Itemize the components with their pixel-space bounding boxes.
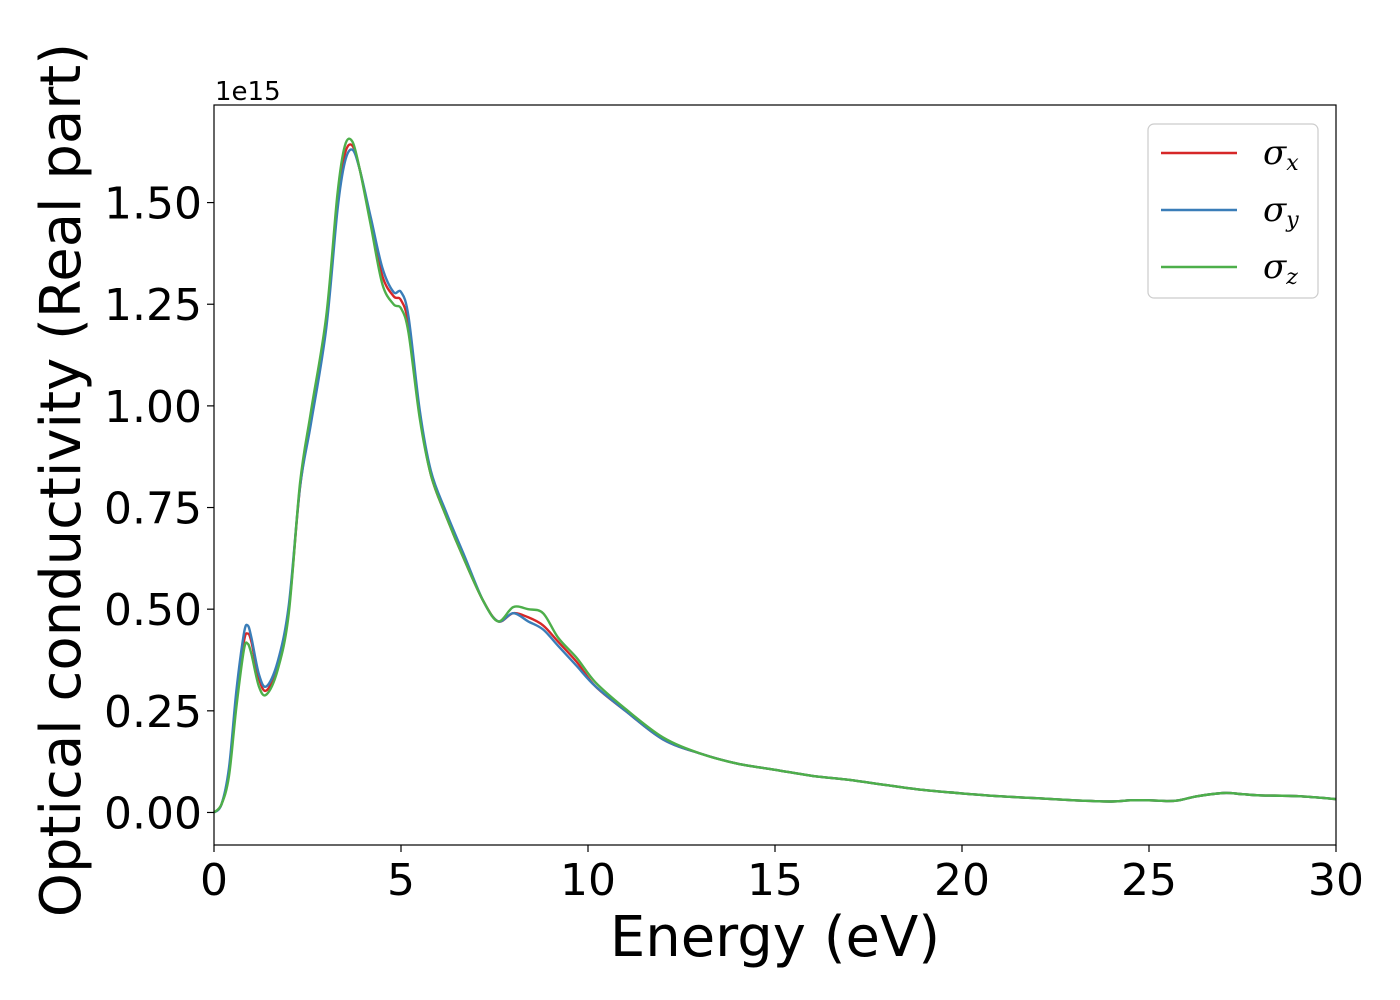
- x-tick-label: 15: [747, 855, 803, 906]
- y-tick-label: 0.50: [104, 585, 202, 636]
- legend: σx σy σz: [1147, 123, 1319, 299]
- legend-label-x: σx: [1263, 133, 1299, 176]
- x-tick-label: 25: [1121, 855, 1177, 906]
- legend-label-y: σy: [1263, 190, 1299, 233]
- x-tick-label: 0: [200, 855, 228, 906]
- y-axis-ticks: 0.00 0.25 0.50 0.75 1.00 1.25 1.50: [104, 179, 214, 839]
- x-tick-label: 30: [1308, 855, 1364, 906]
- series-line-z: [213, 137, 1337, 814]
- x-tick-label: 10: [560, 855, 616, 906]
- x-axis-label: Energy (eV): [610, 905, 940, 970]
- x-tick-label: 5: [387, 855, 415, 906]
- x-axis-ticks: 0 5 10 15 20 25 30: [200, 845, 1364, 906]
- legend-label-z: σz: [1263, 247, 1298, 290]
- y-tick-label: 1.25: [104, 280, 202, 331]
- y-tick-label: 1.00: [104, 382, 202, 433]
- x-tick-label: 20: [934, 855, 990, 906]
- plot-frame: [213, 104, 1337, 846]
- y-offset-label: 1e15: [215, 77, 281, 107]
- y-tick-label: 1.50: [104, 179, 202, 230]
- y-tick-label: 0.00: [104, 788, 202, 839]
- y-tick-label: 0.25: [104, 687, 202, 738]
- y-tick-label: 0.75: [104, 484, 202, 535]
- y-axis-label: Optical conductivity (Real part): [29, 43, 94, 917]
- series-lines: [213, 137, 1337, 814]
